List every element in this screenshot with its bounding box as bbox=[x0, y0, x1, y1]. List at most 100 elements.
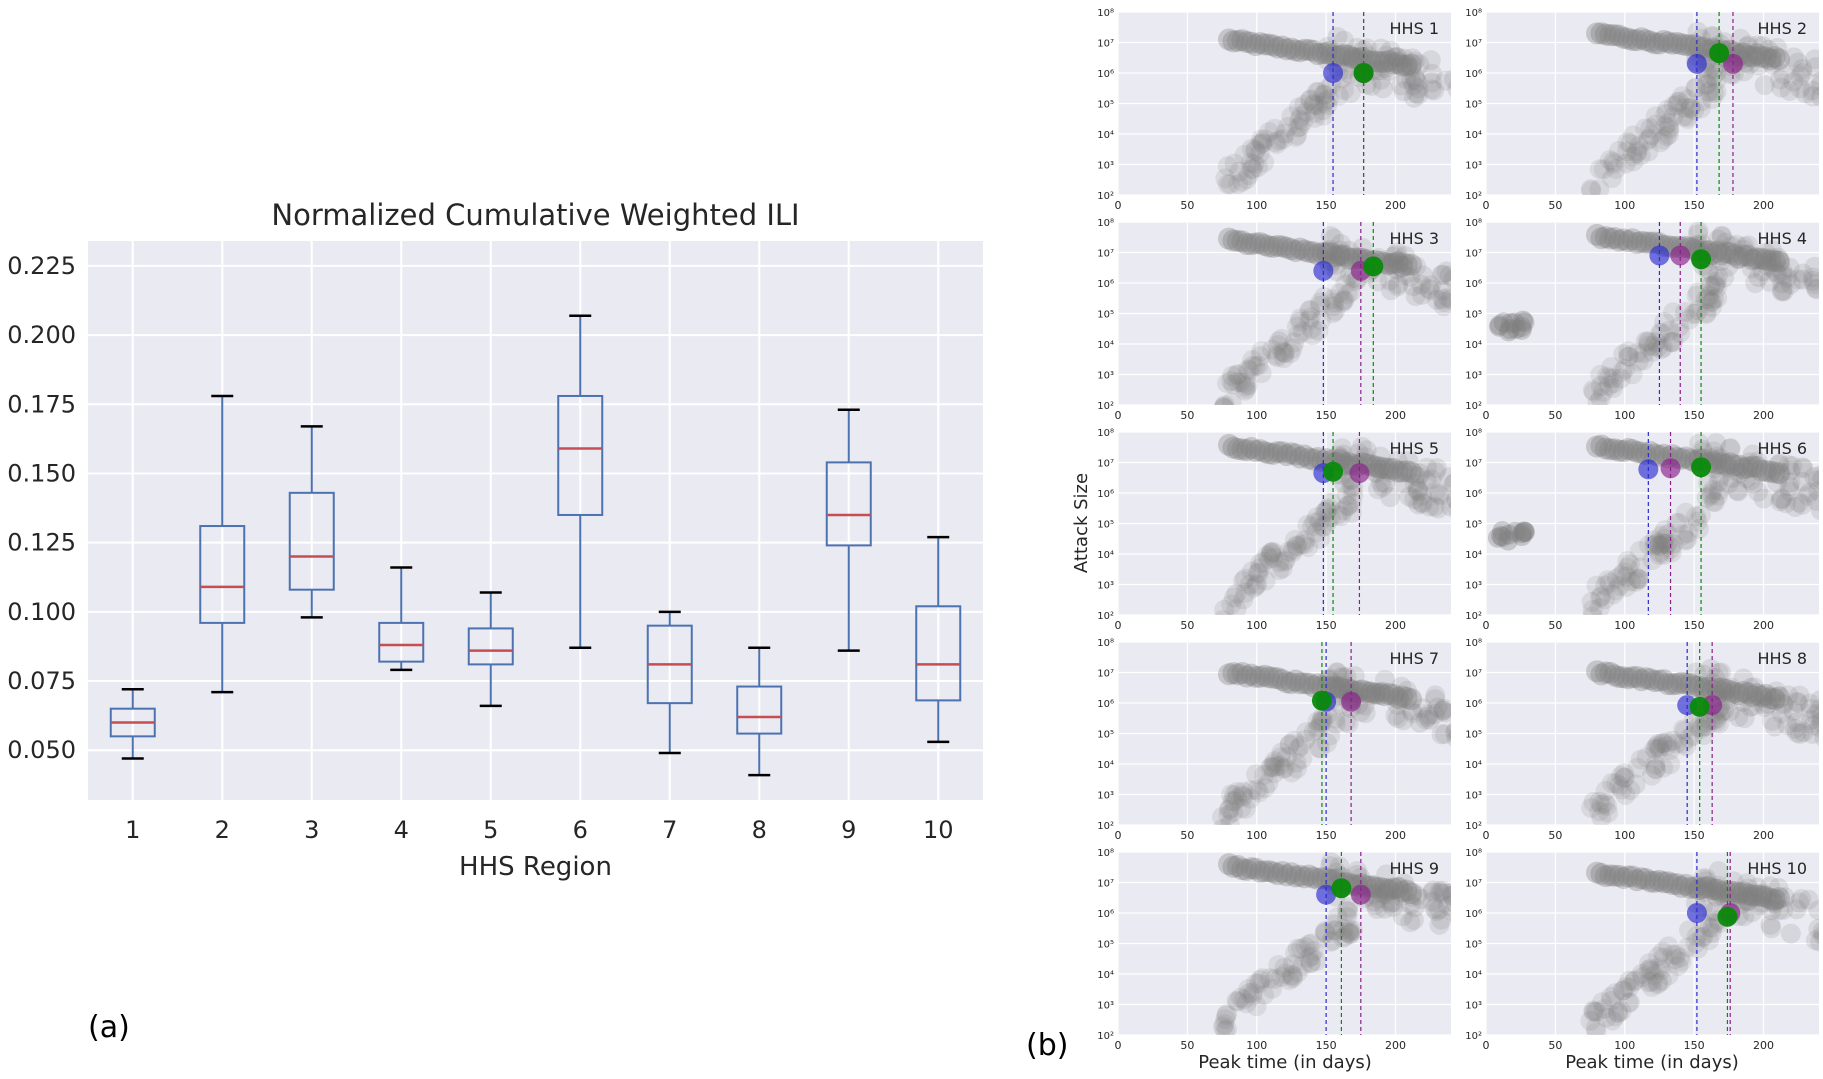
sim-point bbox=[1810, 86, 1819, 107]
sim-point bbox=[1379, 462, 1400, 483]
sim-point bbox=[1630, 441, 1653, 464]
sim-point bbox=[1603, 373, 1624, 394]
sim-point bbox=[1406, 256, 1427, 277]
sim-point bbox=[1318, 40, 1339, 61]
sim-point bbox=[1227, 991, 1248, 1012]
sim-point bbox=[1245, 356, 1266, 377]
sim-point bbox=[1605, 983, 1626, 1004]
sim-point bbox=[1771, 281, 1792, 302]
sim-point bbox=[1688, 875, 1709, 896]
sim-point bbox=[1661, 542, 1682, 563]
sim-point bbox=[1329, 856, 1350, 877]
sim-point bbox=[1736, 873, 1757, 894]
sim-point bbox=[1672, 86, 1693, 107]
sim-point bbox=[1304, 512, 1325, 533]
sim-point bbox=[1332, 666, 1353, 687]
sim-point bbox=[1614, 767, 1635, 788]
y-tick-label: 10⁶ bbox=[1097, 909, 1114, 920]
sim-point bbox=[1394, 873, 1415, 894]
blue-point bbox=[1316, 884, 1337, 905]
sim-point bbox=[1601, 990, 1622, 1011]
sim-point bbox=[1786, 899, 1807, 920]
sim-point bbox=[1411, 485, 1432, 506]
sim-point bbox=[1382, 892, 1403, 913]
sim-point bbox=[1698, 289, 1719, 310]
sim-point bbox=[1741, 455, 1764, 478]
y-tick-label: 10⁶ bbox=[1097, 489, 1114, 500]
sim-point bbox=[1733, 239, 1754, 260]
sim-point bbox=[1762, 710, 1783, 731]
sim-point bbox=[1309, 511, 1330, 532]
sim-point bbox=[1275, 671, 1298, 694]
sim-point bbox=[1671, 951, 1692, 972]
sim-point bbox=[1625, 440, 1648, 463]
sim-point bbox=[1419, 278, 1440, 299]
sim-point bbox=[1360, 685, 1381, 706]
sim-point bbox=[1582, 600, 1603, 615]
sim-point bbox=[1253, 233, 1276, 256]
sim-point bbox=[1763, 461, 1786, 484]
sim-point bbox=[1224, 791, 1245, 812]
sim-point bbox=[1803, 715, 1819, 736]
sim-point bbox=[1759, 249, 1782, 272]
sim-point bbox=[1306, 950, 1327, 971]
sim-point bbox=[1674, 97, 1695, 118]
sim-point bbox=[1603, 378, 1624, 399]
sim-point bbox=[1270, 747, 1291, 768]
sim-point bbox=[1599, 572, 1620, 593]
sim-point bbox=[1325, 920, 1346, 941]
y-tick-label: 0.125 bbox=[7, 529, 76, 557]
sim-point bbox=[1732, 680, 1755, 703]
sim-point bbox=[1693, 716, 1714, 737]
sim-point bbox=[1385, 245, 1406, 266]
sim-point bbox=[1340, 82, 1361, 103]
subplot-content bbox=[1486, 852, 1819, 1035]
sim-point bbox=[1596, 366, 1617, 387]
sim-point bbox=[1646, 735, 1667, 756]
sim-point bbox=[1300, 307, 1321, 328]
x-tick-label: 0 bbox=[1115, 829, 1122, 842]
sim-point bbox=[1389, 689, 1410, 710]
sim-point bbox=[1317, 79, 1338, 100]
sim-point bbox=[1436, 261, 1451, 282]
sim-point bbox=[1235, 380, 1256, 401]
sim-point bbox=[1273, 348, 1294, 369]
sim-point bbox=[1498, 321, 1519, 342]
sim-point bbox=[1244, 232, 1267, 255]
sim-point bbox=[1772, 693, 1793, 714]
sim-point bbox=[1670, 322, 1691, 343]
y-tick-label: 10⁶ bbox=[1097, 69, 1114, 80]
sim-point bbox=[1323, 228, 1344, 249]
sim-point bbox=[1768, 686, 1791, 709]
sim-point bbox=[1399, 486, 1420, 507]
sim-point bbox=[1580, 1010, 1601, 1031]
sim-point bbox=[1373, 457, 1396, 480]
x-tick-label: 50 bbox=[1548, 829, 1562, 842]
sim-point bbox=[1660, 754, 1681, 775]
sim-point bbox=[1329, 245, 1350, 266]
sim-point bbox=[1747, 877, 1768, 898]
sim-point bbox=[1714, 241, 1737, 264]
sim-point bbox=[1728, 481, 1749, 502]
y-tick-label: 10⁴ bbox=[1097, 340, 1114, 351]
sim-point bbox=[1240, 437, 1263, 460]
sim-point bbox=[1615, 358, 1636, 379]
sim-point bbox=[1315, 923, 1336, 944]
sim-point bbox=[1651, 339, 1672, 360]
sim-point bbox=[1732, 881, 1755, 904]
sim-point bbox=[1738, 235, 1759, 256]
sim-point bbox=[1814, 729, 1819, 747]
sim-point bbox=[1351, 46, 1374, 69]
sim-point bbox=[1770, 69, 1791, 90]
sim-point bbox=[1385, 705, 1406, 726]
sim-point bbox=[1290, 735, 1311, 756]
sim-point bbox=[1673, 524, 1694, 545]
subplot-title: HHS 5 bbox=[1390, 439, 1439, 458]
sim-point bbox=[1289, 116, 1310, 137]
sim-point bbox=[1301, 946, 1322, 967]
sim-point bbox=[1333, 500, 1354, 521]
sim-point bbox=[1618, 341, 1639, 362]
sim-point bbox=[1581, 591, 1602, 612]
sim-point bbox=[1711, 226, 1732, 247]
